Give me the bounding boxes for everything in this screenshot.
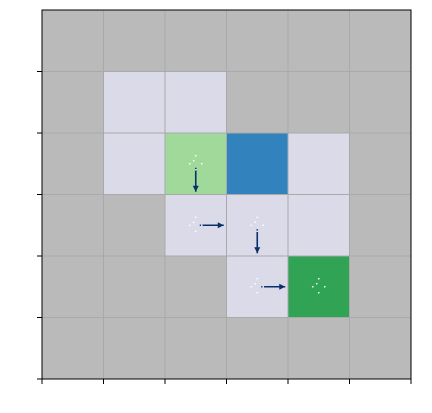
board-frame — [41, 9, 412, 380]
sparkle-dots-icon — [250, 277, 265, 294]
sparkle-dots-icon — [188, 216, 203, 233]
arrow-right-icon — [261, 283, 286, 290]
sparkle-dots-icon — [311, 277, 326, 294]
path-arrows — [192, 167, 286, 290]
grid-cell-free — [103, 133, 165, 195]
sparkle-dots-icon — [188, 154, 203, 171]
grid-cell-free — [288, 133, 350, 195]
grid-cell-free — [288, 194, 350, 256]
arrow-down-icon — [254, 229, 261, 254]
grid-cell-goal — [288, 256, 350, 318]
grid-cell-agent — [226, 133, 288, 195]
arrow-down-icon — [192, 167, 199, 192]
cell-markers — [188, 154, 326, 294]
sparkle-dots-icon — [250, 216, 265, 233]
arrow-right-icon — [199, 222, 224, 229]
grid-lines — [42, 10, 411, 379]
axis-ticks — [37, 71, 412, 384]
grid-cell-free — [103, 71, 165, 133]
grid-cell-free — [165, 71, 227, 133]
